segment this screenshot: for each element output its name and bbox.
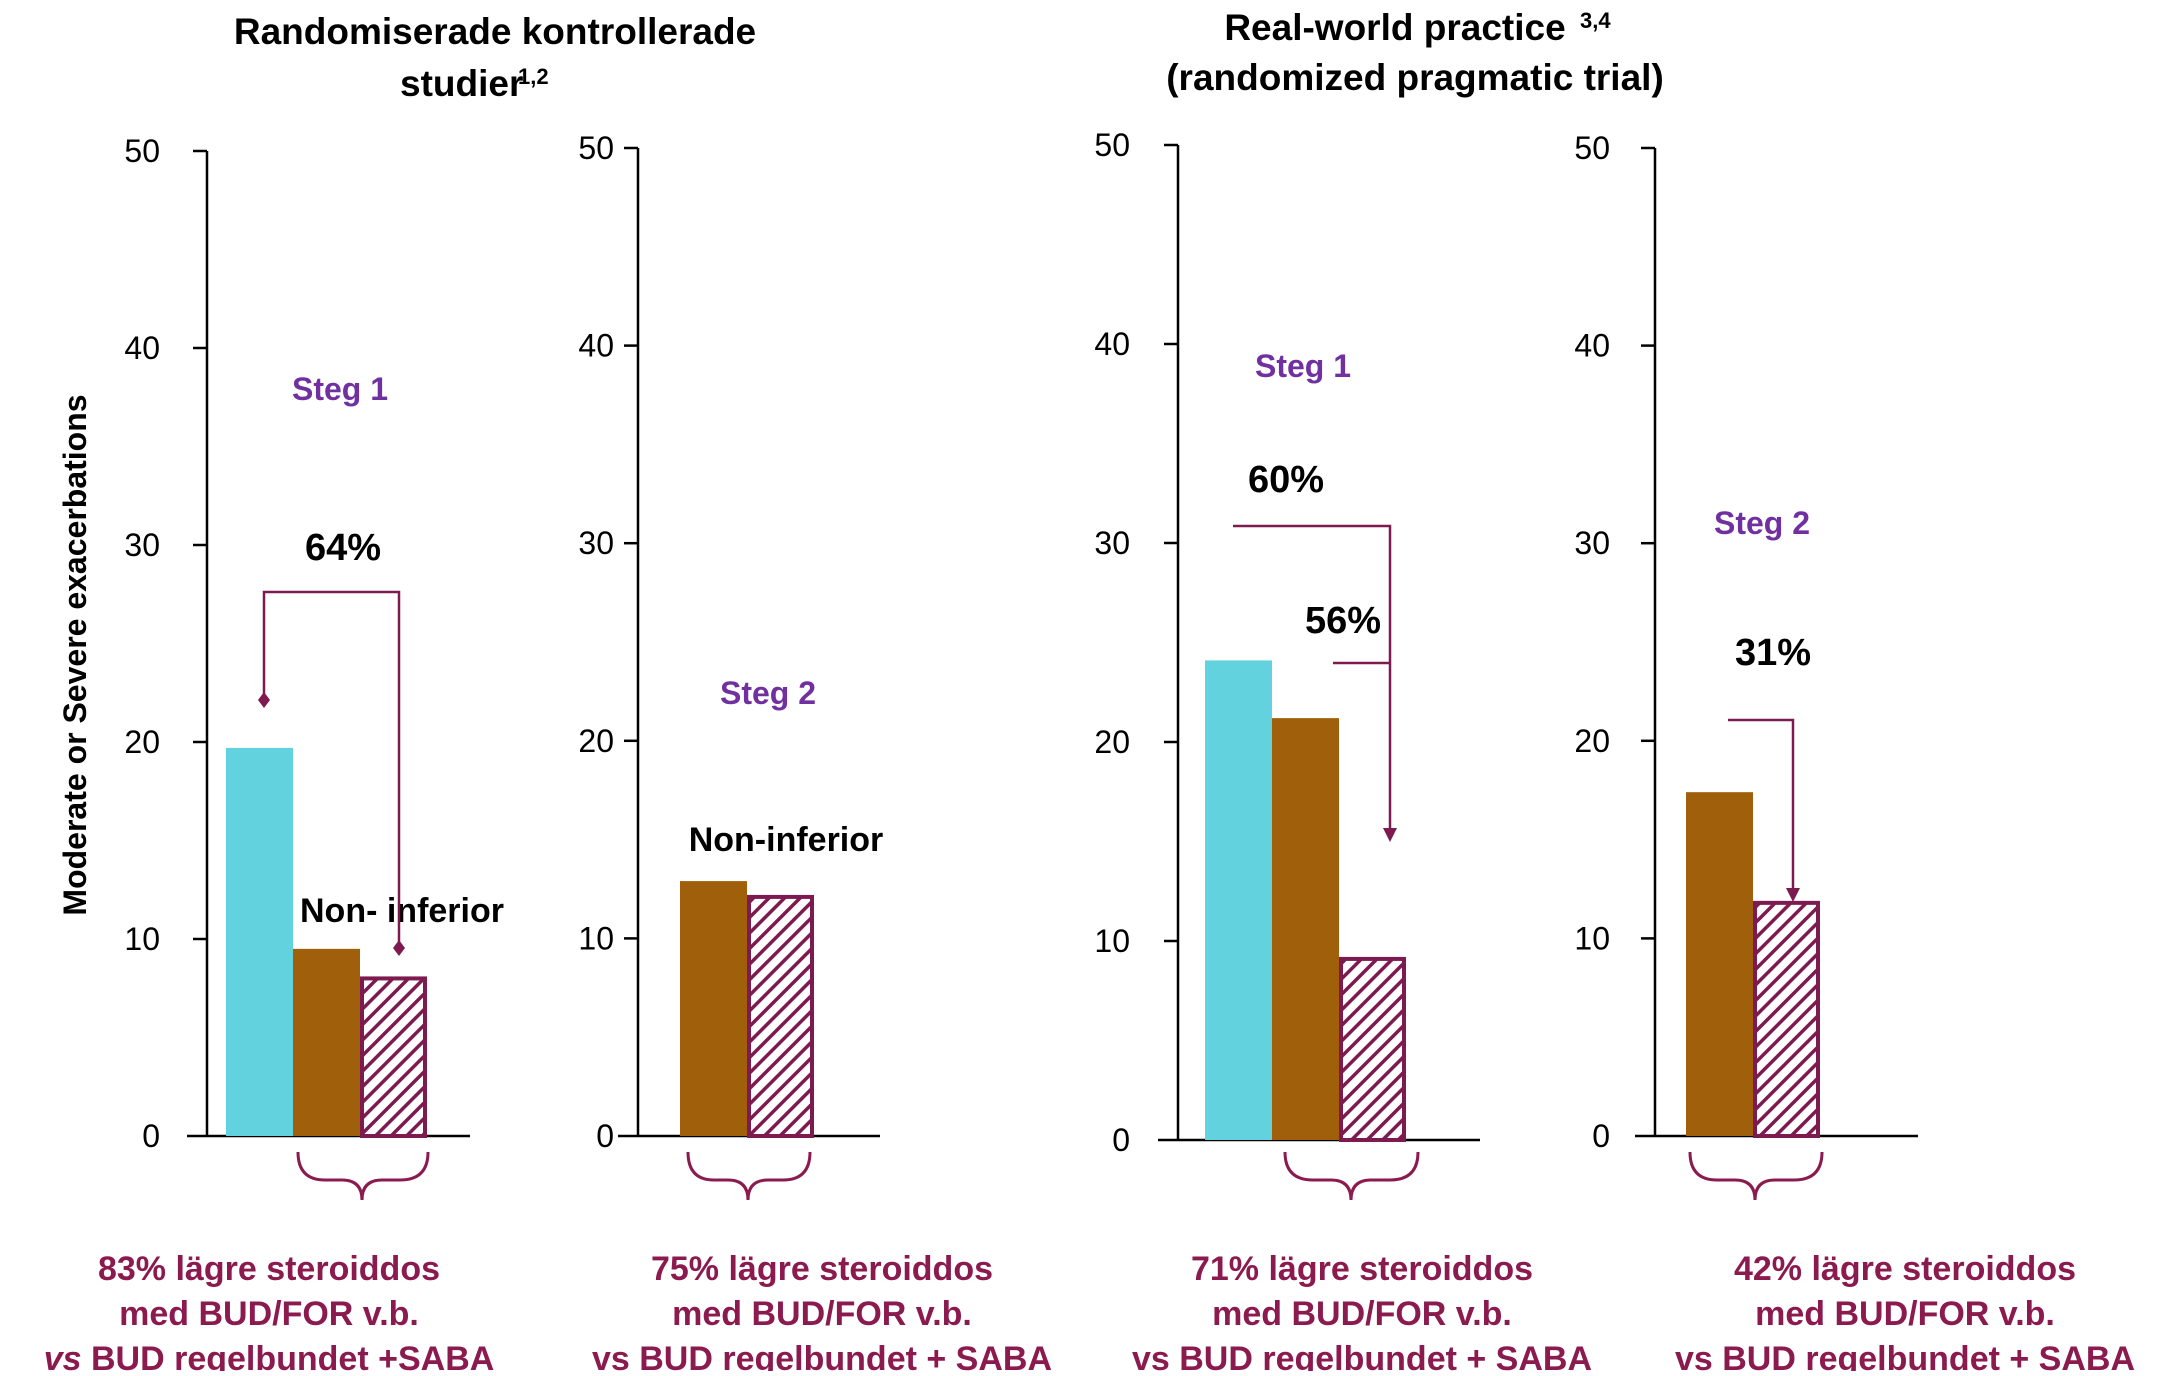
heading-right-line2: (randomized pragmatic trial) <box>1166 57 1664 98</box>
arrowhead <box>1786 888 1800 902</box>
y-tick-label: 20 <box>124 724 160 760</box>
y-tick-label: 0 <box>1592 1118 1610 1154</box>
y-tick-label: 0 <box>1112 1122 1130 1158</box>
reduction-arrows <box>262 524 1795 943</box>
y-tick-label: 20 <box>578 723 614 759</box>
y-tick-label: 20 <box>1094 724 1130 760</box>
panel-3: 0 10 20 30 40 50 <box>1094 127 1480 1158</box>
footnote-vs-italic: vs <box>44 1340 82 1371</box>
reduction-label-60: 60% <box>1248 459 1324 501</box>
diamond-marker <box>258 692 270 708</box>
footnote-panel-4-line3: vs BUD regelbundet + SABA <box>1675 1340 2135 1371</box>
y-tick-label: 10 <box>124 921 160 957</box>
y-tick-label: 40 <box>1574 328 1610 364</box>
y-tick-label: 30 <box>578 525 614 561</box>
panel-4: 0 10 20 30 40 50 <box>1574 130 1918 1154</box>
brace-panel-1 <box>296 1151 430 1201</box>
step-label-panel-2: Steg 2 <box>720 675 816 711</box>
heading-right-line1: Real-world practice <box>1224 7 1565 48</box>
y-tick-label: 40 <box>1094 326 1130 362</box>
panel-2: 0 10 20 30 40 50 <box>578 130 880 1154</box>
y-tick-label: 40 <box>578 328 614 364</box>
arrow-heads <box>258 692 1800 956</box>
footnote-panel-4-line1: 42% lägre steroiddos <box>1734 1250 2076 1288</box>
footnote-panel-2-line2: med BUD/FOR v.b. <box>672 1295 972 1333</box>
brace-panel-2 <box>686 1151 812 1201</box>
y-tick-label: 50 <box>124 133 160 169</box>
footnote-panel-1-line2: med BUD/FOR v.b. <box>119 1295 419 1333</box>
arrow-panel-1 <box>262 590 401 943</box>
arrowhead <box>1383 828 1397 842</box>
braces <box>296 1151 1824 1201</box>
footnote-panel-1-line3: vs BUD regelbundet +SABA <box>44 1340 495 1371</box>
footnote-panel-1-line1: 83% lägre steroiddos <box>98 1250 440 1288</box>
step-label-panel-4: Steg 2 <box>1714 505 1810 541</box>
footnote-panel-2-line3: vs BUD regelbundet + SABA <box>592 1340 1052 1371</box>
footnote-rest: BUD regelbundet +SABA <box>82 1340 495 1371</box>
y-tick-label: 40 <box>124 330 160 366</box>
y-tick-label: 10 <box>1094 923 1130 959</box>
y-tick-label: 10 <box>578 920 614 956</box>
y-tick-label: 30 <box>124 527 160 563</box>
brace-panel-4 <box>1688 1151 1824 1201</box>
bar-saba <box>1205 660 1272 1140</box>
footnote-panel-2-line1: 75% lägre steroiddos <box>651 1250 993 1288</box>
y-tick-label: 20 <box>1574 723 1610 759</box>
bar-budfor <box>360 976 427 1138</box>
bar-saba <box>226 747 293 1136</box>
y-tick-label: 30 <box>1094 525 1130 561</box>
footnote-panel-3-line3: vs BUD regelbundet + SABA <box>1132 1340 1592 1371</box>
bar-budfor <box>747 894 814 1138</box>
heading-right-sup: 3,4 <box>1580 8 1611 33</box>
heading-left-sup: 1,2 <box>518 64 549 89</box>
heading-left-line1: Randomiserade kontrollerade <box>234 11 756 52</box>
y-tick-label: 30 <box>1574 525 1610 561</box>
panel-1: 0 10 20 30 40 50 <box>124 133 470 1154</box>
y-tick-label: 10 <box>1574 920 1610 956</box>
reduction-label-56: 56% <box>1305 600 1381 642</box>
bar-budfor <box>1753 900 1820 1139</box>
bar-bud <box>1686 792 1753 1136</box>
footnote-panel-4-line2: med BUD/FOR v.b. <box>1755 1295 2055 1333</box>
reduction-label-64: 64% <box>305 527 381 569</box>
bar-bud <box>1272 718 1339 1140</box>
bar-budfor <box>1339 956 1406 1142</box>
arrow-panel-4 <box>1728 718 1795 890</box>
footnote-panel-3-line2: med BUD/FOR v.b. <box>1212 1295 1512 1333</box>
step-label-panel-1: Steg 1 <box>292 371 388 407</box>
y-tick-label: 50 <box>1574 130 1610 166</box>
y-tick-label: 50 <box>1094 127 1130 163</box>
y-tick-label: 0 <box>596 1118 614 1154</box>
reduction-label-31: 31% <box>1735 632 1811 674</box>
bar-bud <box>293 948 360 1136</box>
y-tick-label: 0 <box>142 1118 160 1154</box>
non-inferior-label-panel-2: Non-inferior <box>689 821 884 859</box>
footnotes: 83% lägre steroiddos med BUD/FOR v.b. vs… <box>44 1250 2135 1376</box>
diamond-marker <box>393 940 405 956</box>
non-inferior-label-panel-1: Non- inferior <box>300 892 504 930</box>
bar-bud <box>680 881 747 1136</box>
y-axis-label: Moderate or Severe exacerbations <box>57 394 93 915</box>
brace-panel-3 <box>1283 1151 1420 1201</box>
footnote-panel-3-line1: 71% lägre steroiddos <box>1191 1250 1533 1288</box>
y-tick-label: 50 <box>578 130 614 166</box>
step-label-panel-3: Steg 1 <box>1255 348 1351 384</box>
arrow-panel-3-outer <box>1233 524 1392 838</box>
heading-left-line2: studier <box>400 63 523 104</box>
